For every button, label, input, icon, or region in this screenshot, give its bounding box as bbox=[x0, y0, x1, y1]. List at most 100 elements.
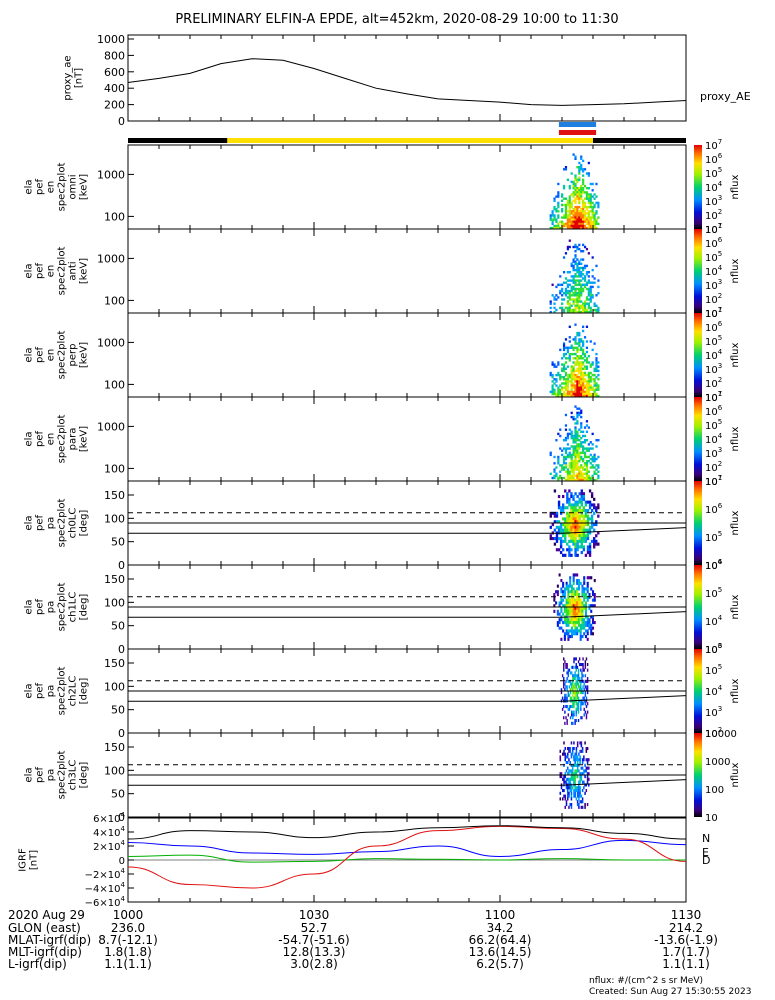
spec-perp-cell bbox=[585, 380, 589, 383]
pa-ch1LC-cell bbox=[560, 598, 563, 602]
spec-perp-cell bbox=[570, 392, 573, 396]
pa-ch0LC-ylabel-line: [deg] bbox=[79, 510, 90, 537]
spec-para-cell bbox=[593, 466, 596, 469]
spec-para-cell bbox=[564, 451, 568, 454]
pa-ch0LC-cell bbox=[568, 525, 571, 529]
spec-perp-colorbar bbox=[694, 313, 702, 397]
spec-anti-cell bbox=[580, 266, 583, 270]
pa-ch0LC-cell bbox=[557, 520, 561, 524]
pa-ch0LC-cell bbox=[570, 528, 573, 532]
spec-anti-cell bbox=[583, 266, 587, 270]
spec-anti-cell bbox=[580, 271, 583, 274]
pa-ch1LC-cell bbox=[577, 601, 580, 605]
spec-anti-cell bbox=[580, 289, 583, 293]
spec-para-cell bbox=[578, 474, 581, 478]
spec-para-cell bbox=[562, 466, 566, 469]
spec-omni-cell bbox=[589, 218, 592, 221]
spec-omni-cell bbox=[568, 216, 571, 219]
pa-ch0LC-cell bbox=[568, 511, 571, 515]
spec-omni-cell bbox=[572, 216, 575, 219]
pa-ch2LC-cell bbox=[576, 665, 579, 669]
pa-ch2LC-cell bbox=[569, 691, 572, 695]
spec-omni-cell bbox=[576, 212, 579, 215]
pa-ch1LC-cell bbox=[588, 626, 591, 630]
spec-perp-cell bbox=[566, 388, 569, 391]
spec-omni-cell bbox=[587, 210, 590, 213]
pa-ch1LC-cell bbox=[572, 587, 575, 591]
pa-ch3LC-cell bbox=[575, 786, 578, 790]
spec-anti-cell bbox=[566, 306, 569, 310]
spec-perp-cell bbox=[583, 384, 587, 387]
spec-perp-cell bbox=[557, 394, 560, 398]
pa-ch3LC-cell bbox=[562, 797, 564, 801]
ephemeris-value: -54.7(-51.6) bbox=[278, 933, 349, 947]
spec-perp-cell bbox=[551, 363, 554, 366]
pa-ch0LC-cell bbox=[549, 525, 552, 529]
spec-omni-cell bbox=[566, 216, 569, 219]
pa-ch1LC-cell bbox=[567, 604, 570, 608]
spec-perp-cell bbox=[564, 357, 568, 360]
pa-ch3LC-cell bbox=[580, 772, 583, 776]
spec-perp-cell bbox=[568, 357, 571, 360]
pa-ch2LC-cell bbox=[580, 691, 582, 695]
spec-perp-cell bbox=[589, 388, 592, 391]
spec-perp-cell bbox=[568, 336, 571, 339]
spec-anti-cell bbox=[593, 302, 596, 305]
spec-para-cell bbox=[595, 464, 598, 467]
spec-para-cell bbox=[557, 462, 560, 465]
pa-ch0LC-cell bbox=[555, 539, 559, 543]
spec-para-cell bbox=[585, 478, 589, 482]
spec-para-cell bbox=[574, 451, 577, 454]
spec-anti-ylabel-line: spec2plot bbox=[57, 247, 68, 296]
spec-omni-cell bbox=[580, 210, 583, 213]
spec-perp-cell bbox=[559, 384, 562, 387]
spec-para-cell bbox=[585, 474, 589, 478]
spec-perp-cell bbox=[572, 338, 575, 341]
pa-ch1LC-cell bbox=[579, 598, 582, 602]
pa-ch3LC-cell bbox=[573, 758, 575, 762]
spec-para-cell bbox=[562, 447, 566, 450]
spec-perp-cell bbox=[587, 378, 590, 381]
spec-omni-cell bbox=[591, 195, 594, 198]
pa-ch1LC-cell bbox=[567, 623, 570, 627]
spec-para-cell bbox=[572, 464, 575, 467]
spec-omni-cell bbox=[566, 214, 569, 217]
pa-ch0LC-cell bbox=[564, 528, 567, 532]
spec-omni-cell bbox=[576, 216, 579, 219]
spec-omni-cell bbox=[570, 201, 573, 205]
spec-omni-cell bbox=[587, 216, 590, 219]
pa-ch0LC-cell bbox=[586, 500, 590, 504]
spec-omni-cell bbox=[566, 218, 569, 221]
spec-para-cell bbox=[580, 443, 583, 446]
spec-omni-cell bbox=[587, 193, 590, 196]
spec-perp-cell bbox=[572, 394, 575, 398]
pa-ch0LC-cell bbox=[578, 492, 581, 496]
pa-ch3LC-spectrogram bbox=[559, 741, 590, 809]
pa-ch3LC-ytick-label: 0 bbox=[118, 811, 125, 824]
pa-ch3LC-cell bbox=[580, 766, 583, 770]
spec-perp-cell bbox=[582, 329, 585, 333]
spec-perp-cell bbox=[576, 382, 579, 385]
spec-perp-cell bbox=[589, 376, 592, 379]
spec-perp-cell bbox=[597, 388, 600, 391]
spec-anti-cell bbox=[595, 264, 598, 268]
spec-perp-cell bbox=[587, 376, 590, 379]
pa-ch0LC-cell bbox=[590, 517, 594, 521]
spec-anti-ylabel-line: ela bbox=[24, 263, 35, 278]
pa-ch3LC-cell bbox=[570, 763, 573, 767]
pa-ch0LC-cell bbox=[584, 520, 588, 524]
pa-ch0LC-cell bbox=[574, 511, 577, 515]
pa-ch0LC-cell bbox=[559, 509, 563, 513]
pa-ch1LC-cell bbox=[560, 601, 563, 605]
pa-ch0LC-cell bbox=[578, 506, 581, 510]
spec-perp-cell bbox=[595, 386, 598, 389]
pa-ch0LC-cell bbox=[580, 514, 583, 518]
pa-ch2LC-cell bbox=[583, 688, 585, 692]
pa-ch1LC-cell bbox=[562, 584, 565, 588]
spec-omni-cell bbox=[580, 226, 583, 230]
spec-omni-cell bbox=[578, 191, 581, 194]
spec-perp-cell bbox=[555, 380, 558, 383]
pa-ch2LC-cell bbox=[574, 696, 576, 700]
spec-para-cell bbox=[572, 470, 575, 473]
pa-ch2LC-cell bbox=[585, 716, 588, 720]
